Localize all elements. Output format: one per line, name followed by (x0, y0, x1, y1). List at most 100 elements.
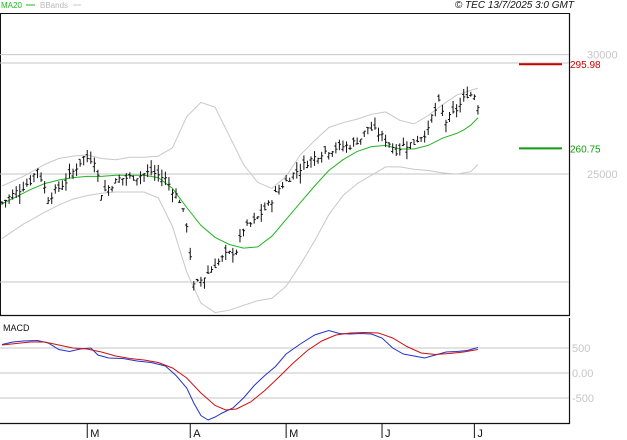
ma20-line (1, 117, 479, 249)
ohlc-bar (398, 143, 402, 156)
ohlc-bar (277, 184, 281, 195)
ohlc-bar (163, 171, 167, 186)
ohlc-bar (241, 228, 246, 237)
ohlc-bar (447, 112, 452, 123)
ohlc-bar (312, 151, 317, 166)
macd-gridlines (0, 347, 569, 399)
ohlc-bar (380, 130, 384, 142)
ohlc-bar (96, 169, 100, 182)
ohlc-bar (341, 140, 345, 152)
ohlc-bar (146, 164, 150, 178)
ohlc-bar (437, 94, 441, 102)
ohlc-bar (28, 175, 33, 186)
ohlc-bar (202, 277, 207, 289)
month-tick-label: M (289, 428, 298, 440)
ohlc-bar (7, 194, 11, 204)
ohlc-bar (167, 177, 171, 191)
macd-y-tick-label: 500 (572, 343, 590, 355)
ohlc-bar (252, 212, 256, 224)
ohlc-bar (153, 165, 157, 181)
month-tick-label: A (193, 428, 201, 440)
ohlc-bar (106, 185, 111, 196)
ohlc-bar (270, 200, 274, 213)
ohlc-bar (366, 126, 370, 135)
price-panel (0, 13, 570, 316)
ohlc-bar (124, 173, 128, 186)
ohlc-bar (209, 266, 214, 273)
ohlc-bar (263, 202, 267, 211)
ohlc-bar (89, 151, 93, 164)
ohlc-bar (298, 163, 302, 184)
ohlc-bar (60, 180, 64, 191)
ohlc-bar (185, 223, 189, 233)
ohlc-bar (383, 134, 388, 148)
ohlc-bar (128, 172, 132, 179)
ohlc-bar (195, 278, 199, 282)
ma20-line-layer (1, 117, 479, 249)
macd-panel-title: MACD (3, 323, 30, 333)
ohlc-bar (0, 201, 4, 205)
macd-lines (1, 329, 479, 421)
ohlc-bar (280, 181, 285, 189)
ohlc-bar (220, 254, 224, 262)
ohlc-bar (78, 158, 82, 167)
ohlc-bar (458, 97, 462, 113)
price-level-label: 260.75 (570, 144, 601, 155)
ohlc-bar (234, 249, 239, 255)
ohlc-bar (259, 204, 263, 222)
ohlc-bar (3, 199, 8, 208)
ohlc-bar (39, 172, 43, 182)
ohlc-bar (316, 157, 320, 164)
ohlc-bar (291, 172, 295, 180)
ohlc-bar (18, 184, 22, 205)
ohlc-bar (67, 163, 72, 179)
ohlc-bar (85, 150, 89, 163)
ohlc-bar (227, 250, 231, 255)
ohlc-bar (135, 178, 139, 186)
ohlc-bar (344, 141, 349, 153)
ohlc-bar (149, 160, 153, 176)
ma20-legend-label: MA20 (1, 1, 22, 10)
ohlc-bar (238, 229, 242, 243)
ohlc-bar (433, 102, 437, 117)
ohlc-bar (405, 141, 409, 160)
ohlc-bar (387, 142, 391, 148)
ohlc-bar (174, 188, 178, 199)
ohlc-bar (302, 155, 306, 170)
chart-credit: © TEC 13/7/2025 3:0 GMT (455, 0, 575, 11)
ohlc-bar (53, 184, 57, 194)
ohlc-bar (376, 127, 381, 142)
ohlc-bar (476, 105, 480, 115)
macd-y-axis: 500 0.00 -500 (572, 343, 594, 405)
ohlc-bar (14, 186, 18, 199)
ohlc-bar (224, 244, 228, 261)
ohlc-bar (284, 175, 288, 182)
ohlc-bar (391, 143, 395, 154)
price-level-label: 295.98 (570, 60, 601, 71)
ohlc-bar (21, 181, 25, 192)
ohlc-bar (249, 222, 253, 227)
ohlc-bar (256, 216, 260, 220)
ohlc-bar (92, 157, 96, 173)
ohlc-bar (217, 258, 221, 266)
ohlc-bar (57, 181, 61, 192)
ohlc-bar (99, 194, 104, 201)
ohlc-bar (462, 88, 466, 102)
ohlc-bar (469, 91, 473, 97)
ohlc-bar (355, 137, 359, 145)
ohlc-bar (114, 178, 118, 184)
ohlc-bar (156, 164, 160, 182)
macd-y-tick-label: 0.00 (572, 368, 593, 380)
ohlc-bar (440, 104, 445, 117)
ohlc-bar (50, 192, 54, 205)
ohlc-bar (160, 169, 164, 187)
ohlc-bar (181, 208, 185, 212)
ohlc-bar (199, 276, 203, 287)
ohlc-bar (177, 199, 182, 204)
ohlc-bar (334, 142, 338, 154)
ohlc-bar (245, 219, 249, 226)
ohlc-bar (373, 117, 377, 130)
ohlc-bar (415, 135, 420, 143)
ohlc-bars (0, 86, 480, 291)
